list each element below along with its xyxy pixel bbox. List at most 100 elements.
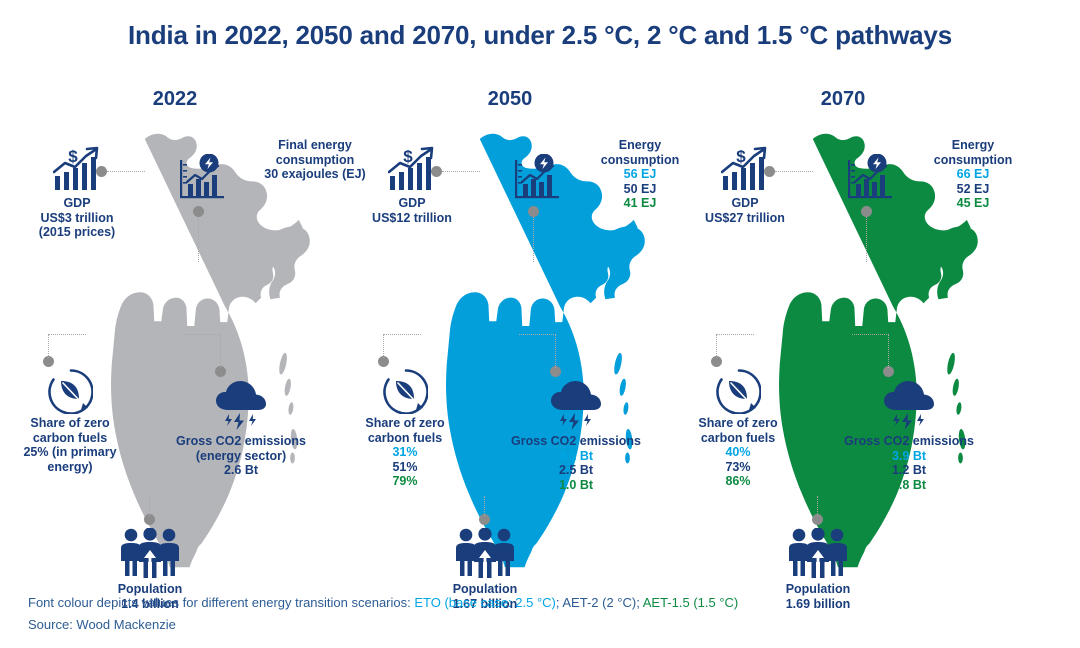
energy-value-eto: 66 EJ [956,167,990,181]
connector-line [484,496,485,516]
gdp-value-line-1: US$27 trillion [705,210,785,225]
population-value: 1.67 billion [452,596,518,611]
connector-dot [193,206,204,217]
emissions-value-aet2: 1.2 Bt [891,463,927,477]
gdp-chart-icon [721,146,767,192]
connector-line [888,334,889,368]
legend-prefix-text: Font colour depicts values for different… [28,595,415,610]
connector-line [48,334,49,358]
annotation-energy-2050: Energy consumption 56 EJ 50 EJ 41 EJ [513,138,679,211]
annotation-gdp-2070: GDP US$27 trillion [670,146,820,225]
india-map-2070 [779,133,978,568]
legend-aet15: AET-1.5 (1.5 °C) [642,595,739,610]
emissions-line-2: (energy sector) [195,448,287,463]
energy-line-3: 30 exajoules (EJ) [264,167,366,181]
india-map-2022 [111,133,310,568]
leaf-icon [48,369,93,414]
leaf-icon [716,369,761,414]
zero-carbon-value-aet2: 73% [725,459,751,474]
connector-line [184,334,221,335]
connector-line [519,334,556,335]
population-label: Population [785,582,851,596]
population-label: Population [117,582,183,596]
scenario-legend: Font colour depicts values for different… [28,592,1058,614]
emissions-value-aet15: 1.0 Bt [558,477,594,492]
emissions-value-aet2: 2.5 Bt [558,463,594,477]
map-container-2050: GDP US$12 trillion Energy consumption 56… [345,128,679,611]
gdp-value-line-2: (2015 prices) [38,225,116,239]
gdp-chart-icon [53,146,99,192]
annotation-gdp-2050: GDP US$12 trillion [337,146,487,225]
energy-chart-icon [846,154,894,200]
connector-line [775,171,813,172]
emissions-value-eto: 4.1 Bt [558,448,594,463]
emissions-value-aet15: 0.8 Bt [891,477,927,492]
annotation-population-2022: Population 1.4 billion [85,528,215,611]
energy-line-2: consumption [275,152,355,167]
panel-2050: 2050 GDP US$12 trillion Energy consumpti… [345,88,679,611]
connector-dot [378,356,389,367]
map-container-2070: GDP US$27 trillion Energy consumption 66… [678,128,1012,611]
connector-line [716,334,717,358]
connector-line [383,334,384,358]
energy-sublabel: consumption [933,152,1013,167]
energy-label: Final energy [278,138,352,152]
people-icon [789,528,847,578]
gdp-value-line-1: US$12 trillion [372,210,452,225]
cloud-emissions-icon [884,381,934,430]
annotation-zero-carbon-2050: Share of zero carbon fuels 31% 51% 79% [335,368,475,489]
connector-dot [861,206,872,217]
energy-value-eto: 56 EJ [623,167,657,181]
connector-dot [528,206,539,217]
zero-carbon-sublabel: carbon fuels [367,430,443,445]
annotation-zero-carbon-2070: Share of zero carbon fuels 40% 73% 86% [668,368,808,489]
legend-separator-1: ; [555,595,563,610]
annotation-emissions-2022: Gross CO2 emissions (energy sector) 2.6 … [156,380,326,478]
population-label: Population [452,582,518,596]
emissions-label: Gross CO2 emissions [511,434,641,448]
cloud-emissions-icon [216,381,266,430]
connector-dot [43,356,54,367]
zero-carbon-label: Share of zero [365,416,445,430]
connector-dot [144,514,155,525]
panel-2070: 2070 GDP US$27 trillion Energy consumpti… [678,88,1012,611]
connector-dot [812,514,823,525]
emissions-value-eto: 3.9 Bt [891,448,927,463]
connector-line [383,334,421,335]
energy-sublabel: consumption [600,152,680,167]
connector-line [48,334,86,335]
footer: Font colour depicts values for different… [28,592,1058,636]
people-icon [456,528,514,578]
leaf-icon [383,369,428,414]
people-icon [121,528,179,578]
panel-year-label: 2022 [152,88,198,110]
connector-line [107,171,145,172]
connector-dot [431,166,442,177]
emissions-label: Gross CO2 emissions [844,434,974,448]
population-value: 1.4 billion [121,596,179,611]
legend-separator-2: ; [636,595,643,610]
zero-carbon-value-aet2: 51% [392,459,418,474]
connector-line [533,217,534,262]
connector-line [442,171,480,172]
energy-chart-icon [513,154,561,200]
india-map-2050 [446,133,645,568]
energy-chart-icon [178,154,226,200]
source-line: Source: Wood Mackenzie [28,617,176,632]
connector-dot [479,514,490,525]
zero-carbon-value-eto: 40% [725,445,751,459]
connector-dot [215,366,226,377]
zero-carbon-value-aet15: 86% [725,474,751,488]
energy-value-aet2: 50 EJ [623,181,657,196]
energy-value-aet15: 41 EJ [623,196,657,210]
annotation-emissions-2070: Gross CO2 emissions 3.9 Bt 1.2 Bt 0.8 Bt [824,380,994,492]
population-value: 1.69 billion [785,596,851,611]
legend-aet2: AET-2 (2 °C) [562,595,637,610]
connector-line [198,217,199,262]
energy-label: Energy [951,138,995,152]
connector-dot [764,166,775,177]
gdp-chart-icon [388,146,434,192]
gdp-label: GDP [398,196,426,210]
panel-2022: 2022 GDP US$3 trillion (2015 [10,88,365,611]
gdp-value-line-1: US$3 trillion [40,210,114,225]
